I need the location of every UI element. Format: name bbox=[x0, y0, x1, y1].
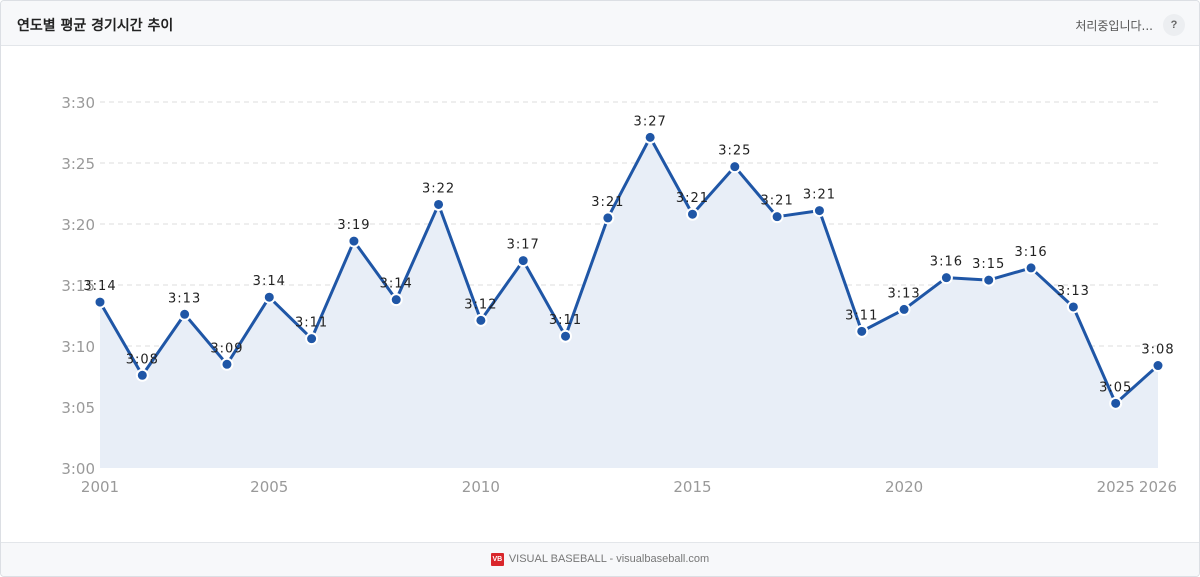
series-line bbox=[98, 135, 1159, 405]
data-point bbox=[601, 211, 615, 225]
data-label: 3:21 bbox=[803, 188, 836, 203]
data-label: 3:14 bbox=[253, 274, 286, 289]
data-label: 3:13 bbox=[168, 291, 201, 306]
data-label: 3:16 bbox=[930, 255, 963, 270]
footer: VB VISUAL BASEBALL - visualbaseball.com bbox=[1, 542, 1199, 576]
data-point bbox=[728, 160, 742, 174]
data-point bbox=[178, 307, 192, 321]
data-label: 3:11 bbox=[549, 313, 582, 328]
data-point bbox=[135, 368, 149, 382]
data-point bbox=[812, 204, 826, 218]
y-tick-label: 3:10 bbox=[61, 338, 95, 356]
y-tick-label: 3:20 bbox=[61, 216, 95, 234]
data-point bbox=[93, 295, 107, 309]
x-tick-label: 2020 bbox=[885, 478, 923, 496]
data-point bbox=[982, 273, 996, 287]
line-chart: 3:00 3:05 3:10 3:15 3:20 3:25 3:30 2001 2005 2010… bbox=[61, 94, 1177, 496]
data-label: 3:22 bbox=[422, 181, 455, 196]
data-point bbox=[855, 324, 869, 338]
data-point bbox=[220, 357, 234, 371]
y-tick-label: 3:00 bbox=[61, 460, 95, 478]
data-point bbox=[770, 210, 784, 224]
data-label: 3:27 bbox=[634, 114, 667, 129]
data-label: 3:09 bbox=[210, 341, 243, 356]
y-tick-label: 3:15 bbox=[61, 277, 95, 295]
x-tick-label: 2005 bbox=[250, 478, 288, 496]
data-point bbox=[347, 234, 361, 248]
data-label: 3:13 bbox=[887, 286, 920, 301]
y-tick-label: 3:30 bbox=[61, 94, 95, 112]
data-point bbox=[685, 207, 699, 221]
data-point bbox=[1066, 300, 1080, 314]
visual-baseball-logo-icon: VB bbox=[490, 553, 504, 566]
area-fill bbox=[100, 137, 1158, 468]
data-label: 3:11 bbox=[295, 316, 328, 331]
data-point bbox=[516, 254, 530, 268]
x-tick-label: 2001 bbox=[81, 478, 119, 496]
data-point bbox=[432, 197, 446, 211]
help-button[interactable]: ? bbox=[1163, 14, 1185, 36]
chart-header: 연도별 평균 경기시간 추이 처리중입니다... ? bbox=[1, 1, 1199, 46]
data-point bbox=[474, 313, 488, 327]
data-point bbox=[939, 271, 953, 285]
data-label: 3:14 bbox=[380, 277, 413, 292]
data-point bbox=[559, 329, 573, 343]
y-tick-label: 3:25 bbox=[61, 155, 95, 173]
data-label: 3:21 bbox=[761, 194, 794, 209]
data-label: 3:11 bbox=[845, 308, 878, 323]
footer-credit[interactable]: VISUAL BASEBALL - visualbaseball.com bbox=[508, 553, 710, 565]
data-label: 3:08 bbox=[1141, 343, 1174, 358]
data-point bbox=[643, 130, 657, 144]
data-point bbox=[1109, 396, 1123, 410]
data-point bbox=[897, 302, 911, 316]
data-label: 3:16 bbox=[1014, 245, 1047, 260]
data-point bbox=[1024, 261, 1038, 275]
data-label: 3:13 bbox=[1057, 284, 1090, 299]
loading-status: 처리중입니다... bbox=[1075, 19, 1153, 33]
data-point bbox=[262, 290, 276, 304]
data-point bbox=[305, 332, 319, 346]
data-label: 3:15 bbox=[972, 257, 1005, 272]
x-tick-label: 2010 bbox=[462, 478, 500, 496]
data-label: 3:12 bbox=[464, 297, 497, 312]
data-label: 3:21 bbox=[676, 191, 709, 206]
y-tick-label: 3:05 bbox=[61, 399, 95, 417]
x-tick-label: 2015 bbox=[673, 478, 711, 496]
data-label: 3:21 bbox=[591, 195, 624, 210]
chart-title: 연도별 평균 경기시간 추이 bbox=[17, 18, 174, 34]
data-point bbox=[1151, 359, 1165, 373]
data-label: 3:05 bbox=[1099, 380, 1132, 395]
x-tick-label: 2025 bbox=[1097, 478, 1135, 496]
data-label: 3:14 bbox=[83, 279, 116, 294]
x-tick-label: 2026 bbox=[1139, 478, 1177, 496]
data-label: 3:25 bbox=[718, 144, 751, 159]
data-label: 3:08 bbox=[126, 352, 159, 367]
data-point bbox=[389, 293, 403, 307]
data-label: 3:17 bbox=[507, 238, 540, 253]
chart-area: 3:00 3:05 3:10 3:15 3:20 3:25 3:30 2001 2005 2010… bbox=[1, 46, 1199, 543]
data-label: 3:19 bbox=[337, 218, 370, 233]
